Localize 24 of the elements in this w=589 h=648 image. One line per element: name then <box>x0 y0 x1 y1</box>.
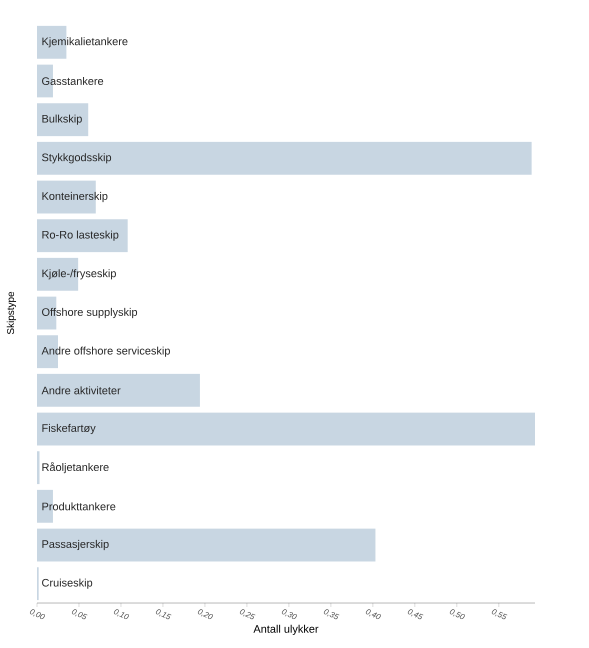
bar <box>37 219 128 252</box>
y-tick-label: Konteinerskip <box>42 192 108 202</box>
bar <box>37 412 536 446</box>
x-axis-title: Antall ulykker <box>253 624 318 635</box>
y-tick-label: Offshore supplyskip <box>42 308 138 318</box>
y-tick-label: Fiskefartøy <box>42 424 96 434</box>
y-tick-label: Andre aktiviteter <box>42 386 121 394</box>
y-tick-label: Kjemikalietankere <box>42 37 128 48</box>
bar <box>37 374 200 407</box>
y-tick-label: Råoljetankere <box>42 462 109 474</box>
bar <box>37 142 532 175</box>
y-tick-label: Cruiseskip <box>42 578 92 589</box>
y-tick-label: Bulkskip <box>42 114 82 125</box>
y-tick-label: Passasjerskip <box>42 540 109 550</box>
y-tick-label: Produkttankere <box>42 502 116 510</box>
y-axis-title: Skipstype <box>6 292 16 334</box>
y-tick-label: Kjøle-/fryseskip <box>42 269 116 280</box>
bar <box>37 103 88 136</box>
bar <box>37 528 376 562</box>
bar <box>37 451 40 484</box>
y-tick-label: Gasstankere <box>42 76 104 86</box>
y-tick-label: Stykkgodsskip <box>42 153 112 164</box>
y-tick-label: Ro-Ro lasteskip <box>42 230 118 241</box>
y-tick-label: Andre offshore serviceskip <box>42 346 170 357</box>
